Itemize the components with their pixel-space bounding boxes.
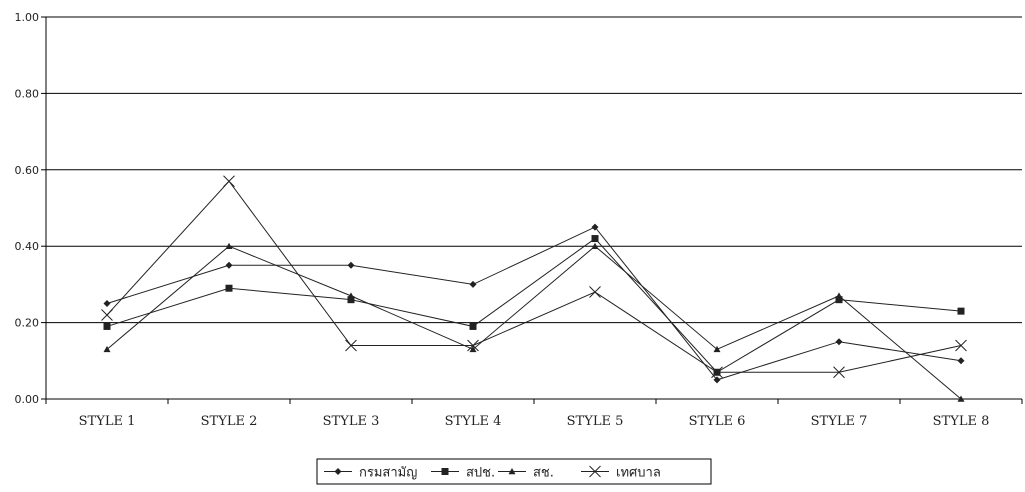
series-line	[106, 180, 962, 373]
legend-marker	[589, 465, 601, 478]
legend-marker	[441, 468, 449, 475]
series-line	[106, 226, 962, 381]
legend-label: สปช.	[466, 466, 495, 481]
legend-item: สช.	[498, 466, 554, 481]
legend-item: สปช.	[431, 466, 495, 481]
grid-lines	[46, 16, 1022, 324]
x-marker-stroke	[101, 309, 113, 321]
x-marker-stroke	[223, 175, 235, 188]
data-point	[835, 292, 843, 299]
y-tick-labels: 0.00 0.20 0.40 0.60 0.80 1.00	[15, 11, 40, 406]
data-point	[347, 296, 355, 304]
legend-label: กรมสามัญ	[359, 466, 417, 481]
legend-marker	[334, 468, 342, 475]
data-point	[713, 345, 721, 353]
data-point	[955, 339, 967, 352]
data-point	[225, 242, 233, 249]
data-point	[225, 261, 233, 269]
x-tick-label: STYLE 2	[201, 414, 258, 429]
x-tick-label: STYLE 8	[933, 414, 990, 429]
x-tick-label: STYLE 4	[445, 414, 502, 429]
legend-item: กรมสามัญ	[324, 466, 417, 481]
y-tick-label: 0.40	[15, 240, 40, 253]
data-point	[103, 322, 111, 330]
y-tick-label: 1.00	[15, 11, 40, 24]
data-point	[223, 175, 235, 188]
series-1	[103, 223, 965, 384]
data-point	[101, 309, 113, 321]
x-marker-stroke	[589, 286, 601, 298]
data-point	[225, 284, 233, 292]
legend-marker	[508, 468, 516, 475]
data-point	[713, 376, 721, 384]
data-point	[957, 395, 965, 402]
data-point	[591, 223, 599, 231]
y-tick-label: 0.20	[15, 317, 40, 330]
legend-label: เทศบาล	[616, 466, 661, 481]
data-point	[711, 366, 723, 379]
axes	[41, 16, 1023, 404]
legend-box	[316, 458, 712, 485]
data-point	[469, 322, 477, 330]
y-tick-label: 0.00	[15, 393, 40, 406]
y-tick-label: 0.80	[15, 87, 40, 100]
series-3	[103, 242, 965, 402]
x-tick-label: STYLE 1	[79, 414, 136, 429]
series-line	[106, 245, 962, 400]
x-marker-stroke	[467, 339, 479, 352]
series-4	[101, 175, 967, 379]
data-point	[591, 242, 599, 249]
x-marker-stroke	[833, 366, 845, 379]
data-point	[591, 235, 599, 243]
x-tick-label: STYLE 5	[567, 414, 624, 429]
series-lines	[101, 175, 967, 402]
data-point	[347, 261, 355, 269]
legend: กรมสามัญ สปช. สช. เทศบาล	[316, 458, 712, 485]
data-point	[835, 296, 843, 304]
x-marker-stroke	[711, 366, 723, 379]
data-point	[469, 280, 477, 288]
legend-item: เทศบาล	[581, 466, 661, 481]
data-point	[103, 300, 111, 307]
data-point	[347, 292, 355, 299]
data-point	[469, 345, 477, 353]
x-marker-stroke	[345, 339, 357, 352]
data-point	[957, 357, 965, 365]
y-tick-label: 0.60	[15, 164, 40, 177]
legend-label: สช.	[533, 466, 554, 481]
data-point	[589, 286, 601, 298]
x-tick-label: STYLE 6	[689, 414, 746, 429]
x-marker-stroke	[589, 465, 601, 478]
series-line	[106, 237, 962, 373]
data-point	[833, 366, 845, 379]
x-tick-label: STYLE 7	[811, 414, 868, 429]
data-point	[835, 338, 843, 346]
data-point	[103, 345, 111, 353]
data-point	[467, 339, 479, 352]
data-point	[957, 307, 965, 315]
data-point	[345, 339, 357, 352]
x-marker-stroke	[955, 339, 967, 352]
x-tick-label: STYLE 3	[323, 414, 380, 429]
x-tick-labels: STYLE 1 STYLE 2 STYLE 3 STYLE 4 STYLE 5 STYLE…	[79, 414, 990, 429]
